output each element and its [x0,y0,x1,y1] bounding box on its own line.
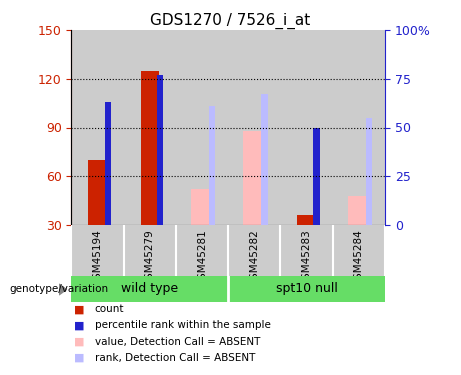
Text: ■: ■ [74,321,84,330]
Bar [89,160,106,225]
Text: GSM45284: GSM45284 [354,229,364,286]
Bar [157,75,163,225]
Text: genotype/variation: genotype/variation [9,285,108,294]
Bar [333,225,385,276]
Bar [280,30,333,225]
Bar [297,215,316,225]
Bar [71,225,124,276]
Text: wild type: wild type [121,282,178,295]
Bar [243,131,265,225]
Text: percentile rank within the sample: percentile rank within the sample [95,321,271,330]
Text: GSM45281: GSM45281 [197,229,207,286]
Text: GDS1270 / 7526_i_at: GDS1270 / 7526_i_at [150,13,311,29]
Bar [124,225,176,276]
Bar [141,70,159,225]
Bar [261,94,267,225]
Text: GSM45279: GSM45279 [145,229,155,286]
Bar [333,30,385,225]
Bar [176,225,228,276]
Polygon shape [59,284,66,295]
Bar [348,196,370,225]
Text: GSM45283: GSM45283 [301,229,312,286]
Bar [366,118,372,225]
Text: ■: ■ [74,337,84,346]
Bar [191,189,213,225]
Text: spt10 null: spt10 null [276,282,337,295]
Bar [228,276,385,302]
Bar [313,128,320,225]
Text: ■: ■ [74,304,84,314]
Bar [228,225,280,276]
Bar [105,102,111,225]
Text: GSM45194: GSM45194 [93,229,103,286]
Bar [124,30,176,225]
Text: value, Detection Call = ABSENT: value, Detection Call = ABSENT [95,337,260,346]
Bar [228,30,280,225]
Bar [71,276,228,302]
Text: rank, Detection Call = ABSENT: rank, Detection Call = ABSENT [95,353,255,363]
Bar [176,30,228,225]
Bar [280,225,333,276]
Text: count: count [95,304,124,314]
Bar [71,30,124,225]
Text: GSM45282: GSM45282 [249,229,260,286]
Text: ■: ■ [74,353,84,363]
Bar [209,106,215,225]
